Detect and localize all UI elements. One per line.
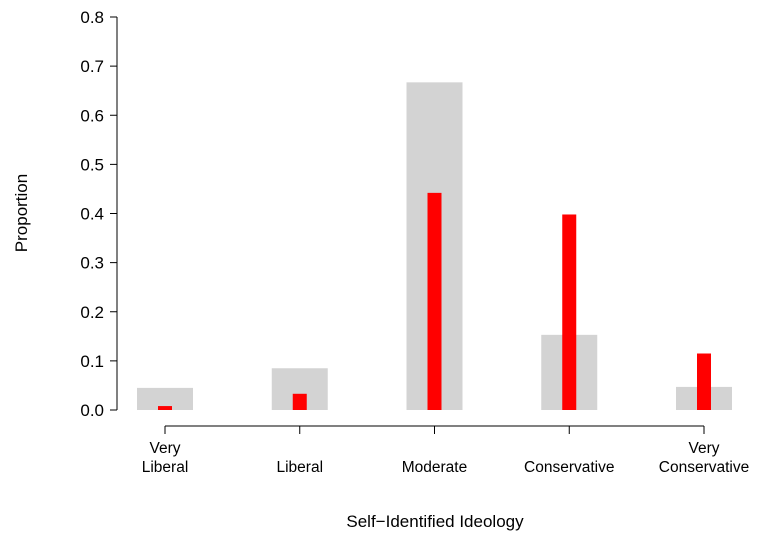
bars-layer [137,82,732,410]
x-tick-label: Liberal [142,459,189,476]
y-tick-label: 0.8 [80,8,104,27]
x-tick-label: Conservative [524,459,614,476]
x-tick-label: Very [149,440,180,457]
red-bar-3 [562,214,576,410]
y-tick-label: 0.3 [80,254,104,273]
y-tick-label: 0.7 [80,57,104,76]
x-axis: Very Liberal Liberal Moderate Conservative Ve… [142,426,750,476]
y-tick-label: 0.5 [80,155,104,174]
x-axis-label: Self−Identified Ideology [346,512,524,531]
red-bar-1 [293,394,307,410]
x-tick-label: Conservative [659,459,749,476]
y-tick-label: 0.6 [80,106,104,125]
y-axis: 0.0 0.1 0.2 0.3 0.4 0.5 0.6 0.7 0.8 [80,8,117,420]
x-tick-label: Liberal [276,459,323,476]
x-tick-label: Moderate [402,459,467,476]
y-tick-label: 0.4 [80,205,104,224]
y-tick-label: 0.0 [80,401,104,420]
y-tick-label: 0.1 [80,352,104,371]
y-tick-label: 0.2 [80,303,104,322]
x-tick-label: Very [688,440,719,457]
red-bar-0 [158,406,172,410]
red-bar-2 [428,193,442,410]
red-bar-4 [697,354,711,410]
y-axis-label: Proportion [12,174,31,252]
